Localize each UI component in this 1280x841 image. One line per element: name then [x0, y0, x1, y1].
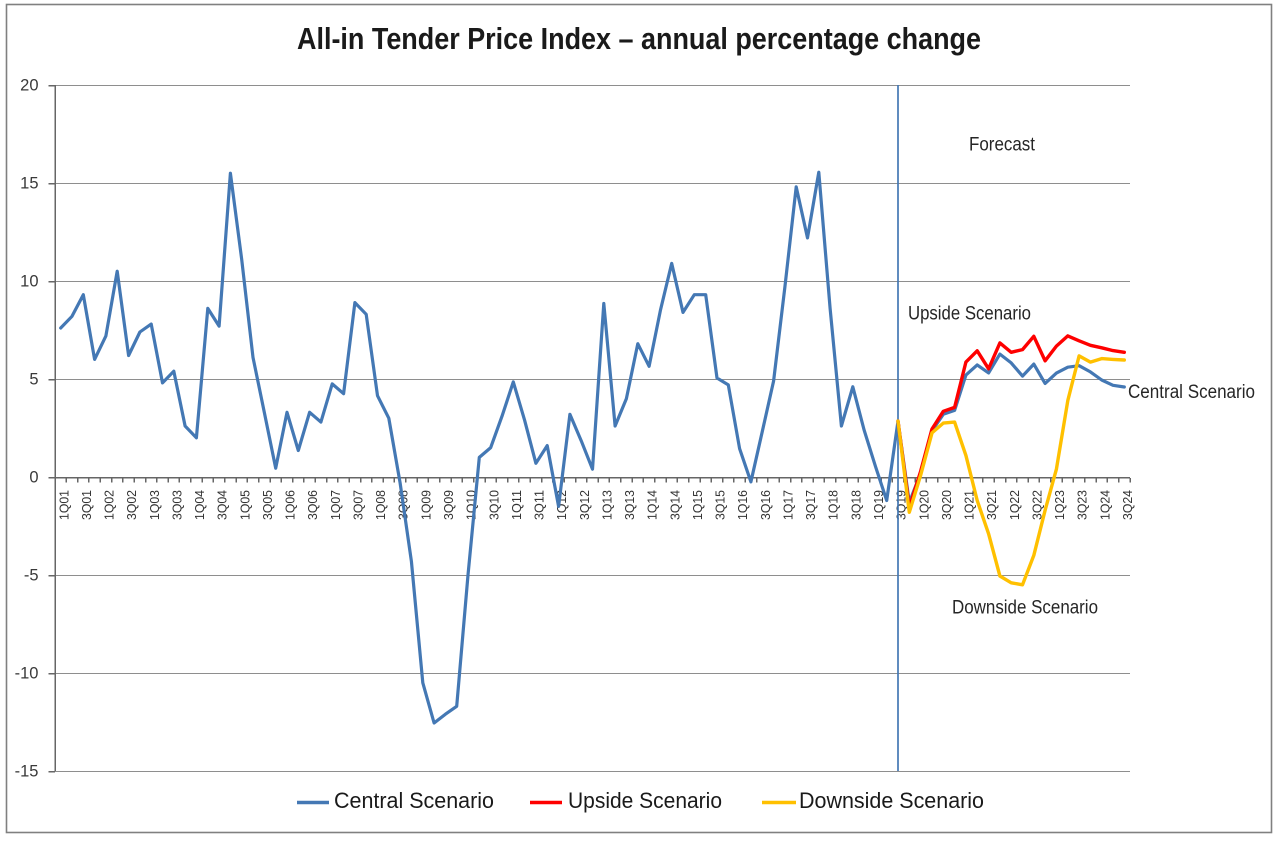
svg-text:3Q06: 3Q06 [305, 490, 320, 520]
svg-text:3Q12: 3Q12 [577, 490, 592, 520]
svg-text:1Q24: 1Q24 [1097, 490, 1112, 520]
svg-text:1Q08: 1Q08 [373, 490, 388, 520]
svg-text:Upside Scenario: Upside Scenario [908, 304, 1031, 325]
svg-text:1Q01: 1Q01 [56, 490, 71, 520]
svg-text:3Q16: 3Q16 [758, 490, 773, 520]
svg-text:Central Scenario: Central Scenario [1128, 382, 1255, 403]
svg-text:1Q17: 1Q17 [780, 490, 795, 520]
svg-text:-10: -10 [15, 665, 39, 683]
svg-text:1Q13: 1Q13 [599, 490, 614, 520]
svg-text:3Q21: 3Q21 [984, 490, 999, 520]
svg-text:1Q21: 1Q21 [962, 490, 977, 520]
svg-text:3Q05: 3Q05 [260, 490, 275, 520]
svg-text:1Q23: 1Q23 [1052, 490, 1067, 520]
svg-text:Central Scenario: Central Scenario [334, 788, 494, 813]
svg-text:3Q17: 3Q17 [803, 490, 818, 520]
svg-text:3Q02: 3Q02 [124, 490, 139, 520]
svg-text:3Q15: 3Q15 [713, 490, 728, 520]
svg-text:1Q22: 1Q22 [1007, 490, 1022, 520]
svg-text:1Q19: 1Q19 [871, 490, 886, 520]
svg-text:1Q16: 1Q16 [735, 490, 750, 520]
svg-text:-5: -5 [24, 567, 39, 585]
svg-text:1Q05: 1Q05 [237, 490, 252, 520]
svg-text:10: 10 [20, 273, 38, 291]
svg-text:3Q13: 3Q13 [622, 490, 637, 520]
svg-text:3Q24: 3Q24 [1120, 490, 1135, 520]
svg-text:3Q11: 3Q11 [532, 490, 547, 520]
svg-text:3Q18: 3Q18 [848, 490, 863, 520]
svg-text:1Q15: 1Q15 [690, 490, 705, 520]
svg-text:1Q11: 1Q11 [509, 490, 524, 520]
svg-text:3Q07: 3Q07 [350, 490, 365, 520]
svg-text:3Q22: 3Q22 [1029, 490, 1044, 520]
svg-text:3Q20: 3Q20 [939, 490, 954, 520]
svg-text:3Q10: 3Q10 [486, 490, 501, 520]
svg-text:20: 20 [20, 77, 38, 95]
svg-text:3Q03: 3Q03 [169, 490, 184, 520]
svg-text:1Q03: 1Q03 [147, 490, 162, 520]
svg-text:1Q18: 1Q18 [826, 490, 841, 520]
svg-text:1Q14: 1Q14 [645, 490, 660, 520]
svg-text:3Q04: 3Q04 [215, 490, 230, 520]
svg-text:0: 0 [29, 469, 38, 487]
svg-text:1Q09: 1Q09 [418, 490, 433, 520]
svg-text:1Q02: 1Q02 [102, 490, 117, 520]
svg-text:-15: -15 [15, 763, 39, 781]
svg-text:1Q07: 1Q07 [328, 490, 343, 520]
svg-text:Forecast: Forecast [969, 135, 1036, 156]
svg-text:All-in Tender Price Index – an: All-in Tender Price Index – annual perce… [297, 21, 981, 56]
svg-text:1Q20: 1Q20 [916, 490, 931, 520]
svg-text:Upside Scenario: Upside Scenario [568, 788, 722, 813]
svg-text:3Q01: 3Q01 [79, 490, 94, 520]
svg-text:1Q04: 1Q04 [192, 490, 207, 520]
svg-text:15: 15 [20, 175, 38, 193]
svg-text:1Q06: 1Q06 [283, 490, 298, 520]
svg-text:3Q14: 3Q14 [667, 490, 682, 520]
svg-text:3Q09: 3Q09 [441, 490, 456, 520]
svg-text:Downside Scenario: Downside Scenario [952, 598, 1098, 619]
svg-text:Downside Scenario: Downside Scenario [799, 788, 984, 813]
svg-text:5: 5 [29, 371, 38, 389]
svg-text:3Q23: 3Q23 [1075, 490, 1090, 520]
